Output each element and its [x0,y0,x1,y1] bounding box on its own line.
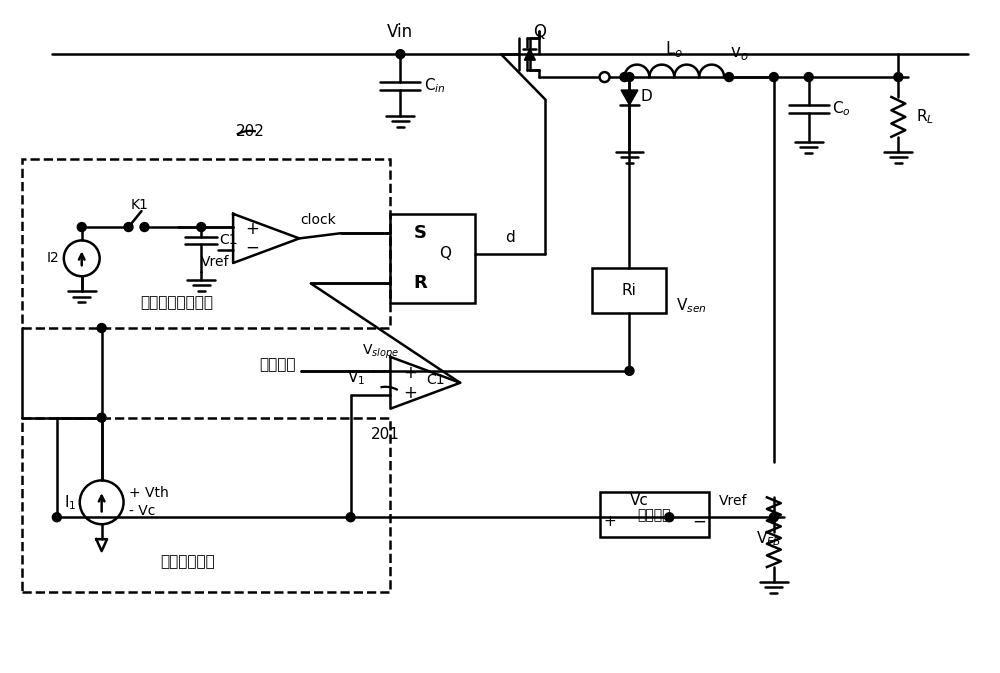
Text: Q: Q [439,246,451,261]
Circle shape [804,73,813,81]
Text: 202: 202 [236,124,265,139]
Circle shape [346,513,355,522]
Circle shape [769,73,778,81]
Text: + Vth: + Vth [129,487,168,500]
Text: v$_o$: v$_o$ [730,44,748,62]
Text: V$_1$: V$_1$ [347,369,366,387]
Circle shape [52,513,61,522]
Text: +: + [603,514,616,529]
Text: K1: K1 [131,198,148,212]
Text: D: D [640,90,652,104]
Text: I$_1$: I$_1$ [64,493,77,511]
Text: −: − [692,512,706,530]
Text: −: − [245,239,259,257]
Circle shape [97,324,106,332]
Bar [390,213,475,303]
Text: Ri: Ri [622,283,636,298]
Circle shape [769,513,778,522]
Text: 斜坡补偿: 斜坡补偿 [259,357,296,372]
Circle shape [197,223,206,232]
Text: V$_{sen}$: V$_{sen}$ [676,296,707,315]
Text: C$_o$: C$_o$ [832,100,850,118]
Bar [22,418,390,592]
Text: C1: C1 [426,373,445,387]
Text: 补偿电路: 补偿电路 [638,507,671,522]
Circle shape [600,72,610,82]
Text: V$_{FB}$: V$_{FB}$ [756,529,782,548]
Bar [600,493,709,537]
Text: 201: 201 [371,427,400,441]
Text: S: S [414,224,427,242]
Text: clock: clock [300,213,336,227]
Text: +: + [403,364,417,382]
Text: Vref: Vref [201,255,229,269]
Bar [22,159,390,328]
Text: 时钟信号产生电路: 时钟信号产生电路 [140,295,213,311]
Circle shape [620,73,629,81]
Text: I2: I2 [47,251,60,265]
Text: - Vc: - Vc [129,504,155,518]
Polygon shape [621,90,638,105]
Circle shape [665,513,674,522]
Bar [592,269,666,313]
Text: C1: C1 [219,234,238,248]
Text: +: + [245,220,259,238]
Text: Vin: Vin [387,24,413,41]
Text: Vc: Vc [630,493,649,508]
Polygon shape [524,48,535,60]
Text: R: R [413,275,427,293]
Text: L$_o$: L$_o$ [665,39,683,59]
Circle shape [140,223,149,232]
Circle shape [625,366,634,376]
Circle shape [124,223,133,232]
Circle shape [894,73,903,81]
Text: d: d [505,230,515,245]
Text: C$_{in}$: C$_{in}$ [424,77,446,96]
Text: V$_{slope}$: V$_{slope}$ [362,343,399,361]
Circle shape [725,73,734,81]
Circle shape [77,223,86,232]
Text: R$_L$: R$_L$ [916,108,934,127]
Text: Vref: Vref [719,494,748,508]
Circle shape [396,50,405,59]
Text: Q: Q [533,24,546,41]
Text: +: + [403,384,417,402]
Circle shape [625,73,634,81]
Circle shape [97,413,106,422]
Text: 频率控制电路: 频率控制电路 [160,555,215,569]
